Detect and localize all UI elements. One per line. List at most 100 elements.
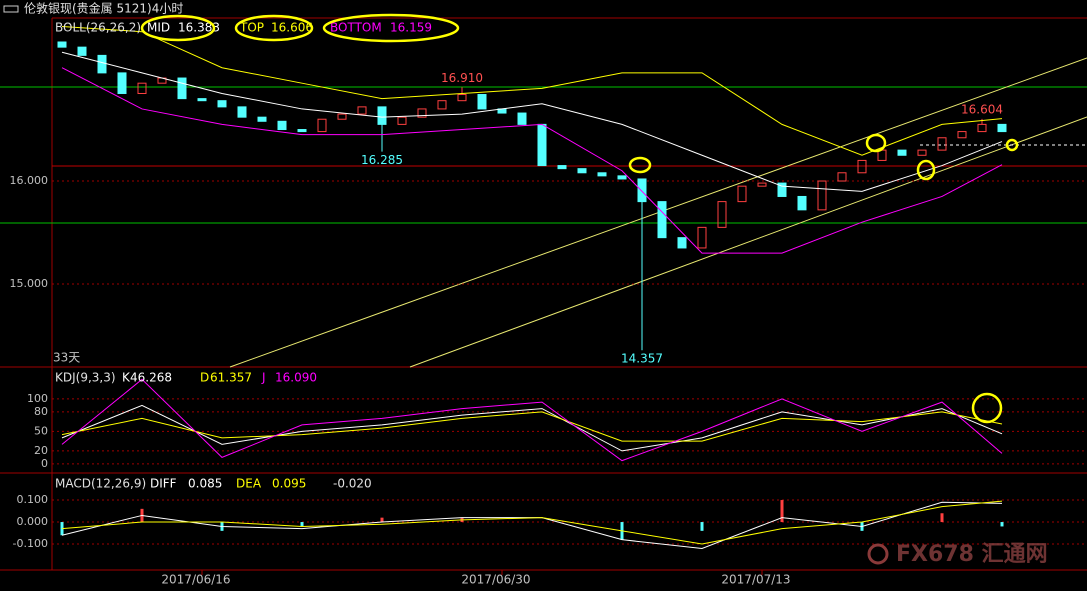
candle-body: [257, 116, 267, 122]
legend-name: MID: [147, 21, 170, 35]
legend-name: D: [200, 371, 209, 385]
legend-value: 16.090: [275, 371, 317, 385]
y-tick-label: 50: [34, 424, 48, 437]
price-annotation: 16.604: [961, 102, 1003, 116]
legend-value: 0.085: [188, 477, 222, 491]
indicator-name: BOLL(26,26,2): [55, 21, 141, 35]
legend-value: 0.095: [272, 477, 306, 491]
watermark: FX678 汇通网: [896, 542, 1048, 567]
candle-body: [237, 106, 247, 118]
candle-body: [557, 165, 567, 170]
y-tick-label: 20: [34, 444, 48, 457]
candle-body: [737, 185, 747, 203]
indicator-line: [61, 411, 1003, 442]
period-label: 33天: [53, 351, 80, 365]
indicator-name: MACD(12,26,9): [55, 477, 146, 491]
indicator-line: [61, 378, 1003, 462]
candle-body: [297, 129, 307, 133]
legend-name: BOTTOM: [330, 21, 382, 35]
y-tick-label: 0: [41, 457, 48, 470]
candle-body: [117, 72, 127, 94]
highlight: [1005, 138, 1019, 152]
candle-body: [577, 168, 587, 174]
candle-body: [677, 237, 687, 249]
highlight: [916, 159, 936, 181]
y-tick-label: 100: [27, 392, 48, 405]
indicator-line: [61, 404, 1003, 452]
price-annotation: 16.285: [361, 153, 403, 167]
x-tick-label: 2017/06/16: [161, 573, 230, 587]
candle-body: [637, 178, 647, 203]
candle-body: [897, 149, 907, 156]
candle-body: [917, 149, 927, 156]
legend-name: DEA: [236, 477, 262, 491]
indicator-line: [61, 67, 1003, 254]
candle-body: [937, 137, 947, 151]
candle-body: [137, 82, 147, 94]
candle-body: [177, 77, 187, 100]
candle-body: [517, 112, 527, 125]
y-tick-label: -0.100: [13, 537, 48, 550]
legend-name: J: [261, 371, 266, 385]
candle-body: [77, 46, 87, 56]
price-annotation: 14.357: [621, 352, 663, 366]
candle-body: [357, 106, 367, 115]
legend-name: DIFF: [150, 477, 177, 491]
candle-body: [757, 182, 767, 187]
candle-body: [417, 108, 427, 118]
x-tick-label: 2017/07/13: [721, 573, 790, 587]
candle-body: [597, 172, 607, 177]
candle-body: [777, 182, 787, 197]
candle-body: [797, 195, 807, 211]
y-tick-label: 80: [34, 405, 48, 418]
candle-body: [217, 100, 227, 108]
candle-body: [537, 123, 547, 167]
legend-value: 61.357: [210, 371, 252, 385]
y-tick-label: 16.000: [10, 174, 49, 187]
y-tick-label: 0.100: [17, 493, 49, 506]
indicator-line: [61, 26, 1003, 156]
candle-body: [957, 131, 967, 139]
legend-value: 16.159: [390, 21, 432, 35]
candle-body: [997, 123, 1007, 133]
macd-value: -0.020: [333, 477, 372, 491]
candle-body: [197, 98, 207, 102]
candle-body: [57, 41, 67, 48]
highlight: [628, 156, 652, 174]
candle-body: [657, 201, 667, 239]
highlight: [322, 13, 460, 43]
indicator-line: [61, 500, 1003, 545]
legend-name: TOP: [239, 21, 264, 35]
candle-body: [377, 106, 387, 125]
watermark-logo: [867, 543, 889, 565]
candle-body: [837, 172, 847, 182]
highlight: [234, 14, 314, 42]
window-icon: [3, 5, 19, 13]
candle-body: [97, 54, 107, 74]
candle-body: [477, 94, 487, 110]
x-tick-label: 2017/06/30: [461, 573, 530, 587]
candle-body: [817, 180, 827, 211]
highlight: [971, 392, 1003, 424]
candle-body: [617, 175, 627, 180]
highlight: [865, 133, 887, 153]
candle-body: [277, 120, 287, 131]
y-tick-label: 15.000: [10, 277, 49, 290]
candle-body: [857, 159, 867, 174]
highlight: [140, 14, 216, 42]
indicator-name: KDJ(9,3,3): [55, 371, 116, 385]
candle-body: [717, 201, 727, 228]
trend-line: [409, 116, 1087, 368]
legend-value: 46.268: [130, 371, 172, 385]
indicator-line: [61, 51, 1003, 192]
legend-value: 16.606: [271, 21, 313, 35]
candle-body: [697, 226, 707, 249]
candle-body: [397, 116, 407, 125]
price-annotation: 16.910: [441, 71, 483, 85]
legend-name: K: [122, 371, 131, 385]
y-tick-label: 0.000: [17, 515, 49, 528]
candle-body: [437, 100, 447, 110]
candle-body: [337, 113, 347, 120]
